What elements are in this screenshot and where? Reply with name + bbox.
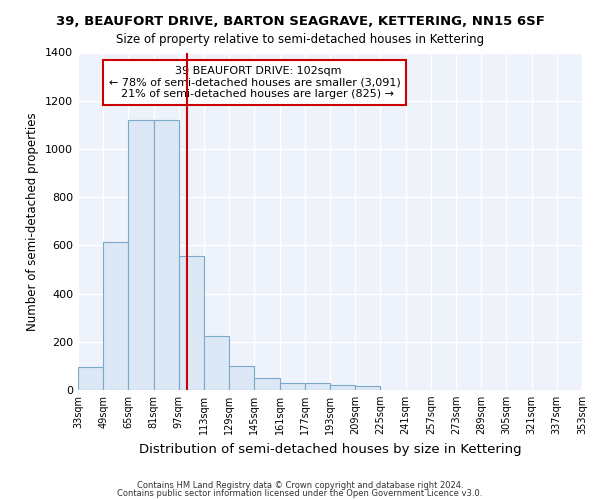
Bar <box>355 386 380 390</box>
Bar <box>78 367 103 390</box>
X-axis label: Distribution of semi-detached houses by size in Kettering: Distribution of semi-detached houses by … <box>139 442 521 456</box>
Y-axis label: Number of semi-detached properties: Number of semi-detached properties <box>26 112 40 330</box>
Bar <box>204 336 229 390</box>
Bar <box>305 384 330 390</box>
Text: 39, BEAUFORT DRIVE, BARTON SEAGRAVE, KETTERING, NN15 6SF: 39, BEAUFORT DRIVE, BARTON SEAGRAVE, KET… <box>56 15 544 28</box>
Bar <box>229 366 254 390</box>
Text: 39 BEAUFORT DRIVE: 102sqm
← 78% of semi-detached houses are smaller (3,091)
  21: 39 BEAUFORT DRIVE: 102sqm ← 78% of semi-… <box>109 66 400 99</box>
Text: Size of property relative to semi-detached houses in Kettering: Size of property relative to semi-detach… <box>116 32 484 46</box>
Bar <box>103 242 128 390</box>
Text: Contains public sector information licensed under the Open Government Licence v3: Contains public sector information licen… <box>118 489 482 498</box>
Text: Contains HM Land Registry data © Crown copyright and database right 2024.: Contains HM Land Registry data © Crown c… <box>137 480 463 490</box>
Bar <box>280 383 305 390</box>
Bar <box>179 256 204 390</box>
Bar <box>154 120 179 390</box>
Bar <box>128 120 154 390</box>
Bar <box>330 385 355 390</box>
Bar <box>254 378 280 390</box>
